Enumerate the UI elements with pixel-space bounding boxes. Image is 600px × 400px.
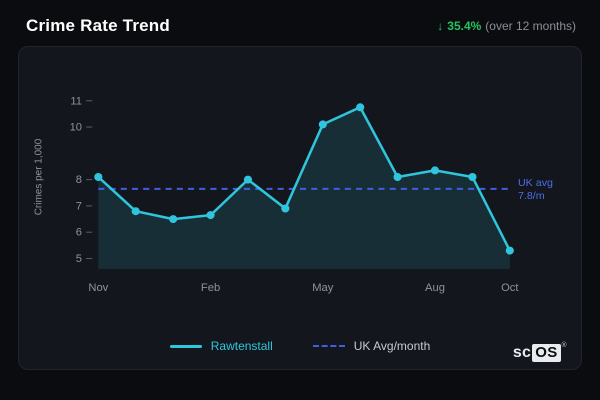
svg-text:7: 7: [76, 200, 82, 212]
legend-label-rawtenstall: Rawtenstall: [210, 339, 273, 353]
registered-mark: ®: [561, 342, 567, 349]
trend-caption: (over 12 months): [485, 19, 576, 33]
svg-text:Aug: Aug: [425, 282, 445, 294]
svg-text:UK avg: UK avg: [518, 177, 553, 189]
logo-prefix: sc: [512, 344, 532, 361]
trend-value: 35.4%: [447, 19, 482, 33]
svg-text:Nov: Nov: [88, 282, 108, 294]
svg-text:6: 6: [76, 227, 82, 239]
chart-card: 5 6 7 8 10 11 Nov Feb May Aug Oct UK avg 7.8/m Crimes…: [18, 46, 582, 370]
svg-text:8: 8: [76, 174, 82, 186]
line-swatch-icon: [169, 344, 202, 348]
logo-os-box: OS: [532, 344, 561, 362]
svg-text:10: 10: [70, 122, 82, 134]
header: Crime Rate Trend ↓ 35.4% (over 12 months…: [0, 0, 600, 46]
trend-down-arrow: ↓: [437, 19, 444, 33]
svg-text:Feb: Feb: [201, 282, 220, 294]
page-title: Crime Rate Trend: [26, 16, 170, 35]
svg-text:5: 5: [76, 253, 82, 265]
legend-item-rawtenstall[interactable]: Rawtenstall: [169, 339, 273, 353]
svg-text:Oct: Oct: [501, 282, 518, 294]
trend-indicator: ↓ 35.4% (over 12 months): [437, 19, 576, 33]
legend-item-uk-avg[interactable]: UK Avg/month: [312, 339, 431, 353]
svg-text:11: 11: [70, 95, 82, 107]
svg-text:Crimes per 1,000: Crimes per 1,000: [33, 138, 44, 215]
svg-text:May: May: [312, 282, 334, 294]
chart-legend: Rawtenstall UK Avg/month: [25, 329, 575, 363]
scos-logo: sc OS ®: [512, 342, 567, 362]
legend-label-uk-avg: UK Avg/month: [353, 339, 431, 353]
svg-text:7.8/m: 7.8/m: [518, 190, 545, 202]
dashed-line-swatch-icon: [312, 345, 345, 347]
